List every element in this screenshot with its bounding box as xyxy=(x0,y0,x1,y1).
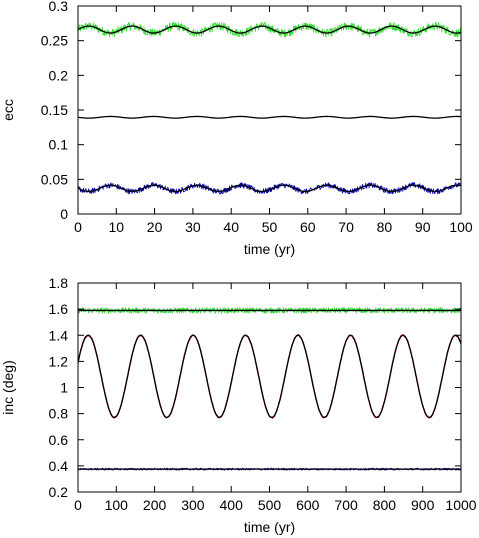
y-tick-label: 0.6 xyxy=(49,432,69,448)
y-tick-label: 0.1 xyxy=(49,137,69,153)
series-line-0 xyxy=(78,307,461,314)
x-tick-label: 600 xyxy=(296,497,320,513)
x-tick-label: 700 xyxy=(334,497,358,513)
x-tick-label: 90 xyxy=(415,219,431,235)
x-tick-label: 800 xyxy=(373,497,397,513)
y-tick-label: 0.4 xyxy=(49,458,69,474)
y-tick-label: 1.6 xyxy=(49,301,69,317)
y-tick-label: 1.4 xyxy=(49,327,69,343)
x-tick-label: 300 xyxy=(181,497,205,513)
y-tick-label: 0 xyxy=(60,206,68,222)
x-tick-label: 1000 xyxy=(445,497,476,513)
x-tick-label: 20 xyxy=(147,219,163,235)
x-tick-label: 50 xyxy=(262,219,278,235)
series-line-3 xyxy=(78,334,461,419)
y-tick-label: 1 xyxy=(60,380,68,396)
x-tick-label: 10 xyxy=(109,219,125,235)
y-tick-label: 0.15 xyxy=(41,102,68,118)
x-axis-label: time (yr) xyxy=(244,519,295,535)
series-line-0 xyxy=(78,21,461,38)
x-tick-label: 500 xyxy=(258,497,282,513)
x-tick-label: 70 xyxy=(338,219,354,235)
series-group xyxy=(78,307,461,471)
y-tick-label: 0.2 xyxy=(49,484,69,500)
x-tick-label: 40 xyxy=(223,219,239,235)
ecc-chart: 0 10 20 30 40 50 60 70 80 90 100 0 0.05 0.1 0.15 0.2 0.2… xyxy=(0,0,473,257)
x-tick-label: 0 xyxy=(74,219,82,235)
y-tick-label: 0.2 xyxy=(49,67,69,83)
x-tick-label: 60 xyxy=(300,219,316,235)
y-tick-label: 1.8 xyxy=(49,275,69,291)
y-tick-label: 0.25 xyxy=(41,33,68,49)
x-tick-label: 100 xyxy=(449,219,473,235)
series-line-2 xyxy=(78,333,461,419)
series-group xyxy=(78,21,461,195)
x-tick-label: 0 xyxy=(74,497,82,513)
x-tick-label: 200 xyxy=(143,497,167,513)
x-tick-label: 80 xyxy=(377,219,393,235)
x-tick-label: 400 xyxy=(220,497,244,513)
x-tick-label: 900 xyxy=(411,497,435,513)
y-axis-label: inc (deg) xyxy=(0,360,16,414)
inc-chart: 0 100 200 300 400 500 600 700 800 900 1000 0.2 0.4 0.… xyxy=(0,275,477,535)
plot-frame xyxy=(77,282,462,493)
series-line-1 xyxy=(78,25,461,34)
y-tick-label: 0.05 xyxy=(41,171,68,187)
x-tick-label: 30 xyxy=(185,219,201,235)
y-tick-label: 0.3 xyxy=(49,0,69,14)
x-axis-label: time (yr) xyxy=(244,241,295,257)
x-tick-label: 100 xyxy=(105,497,129,513)
y-tick-label: 0.8 xyxy=(49,406,69,422)
series-line-4 xyxy=(78,184,461,193)
plot-frame xyxy=(77,5,462,215)
y-tick-label: 1.2 xyxy=(49,353,69,369)
series-line-2 xyxy=(78,115,461,119)
y-axis-label: ecc xyxy=(0,99,16,121)
